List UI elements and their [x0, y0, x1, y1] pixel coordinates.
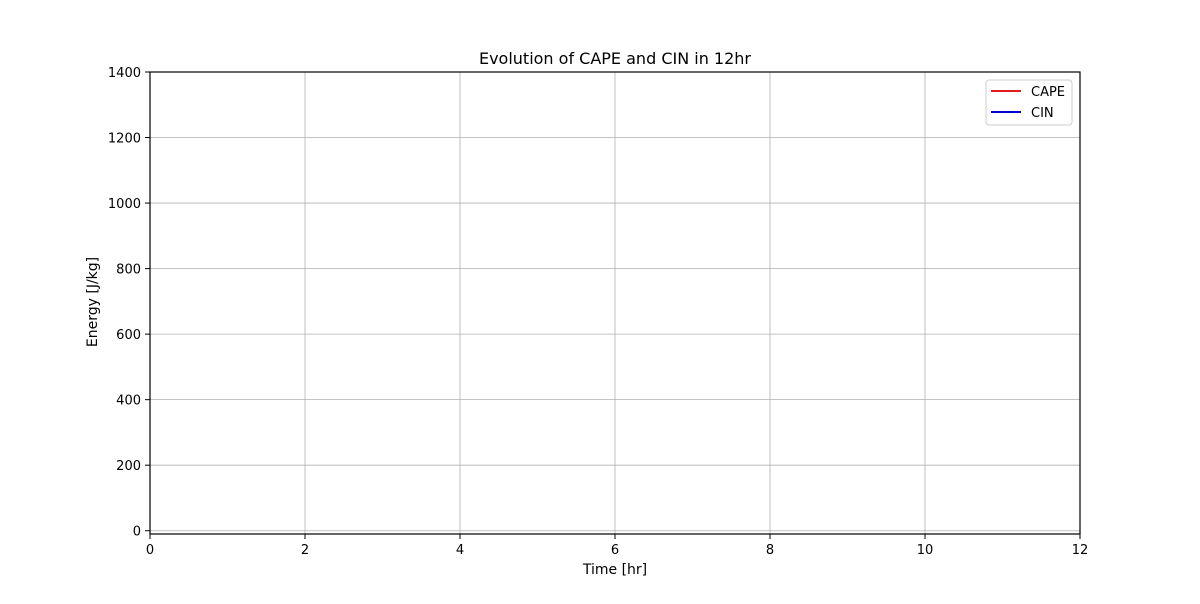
y-tick-label: 1000: [108, 197, 141, 212]
y-tick-label: 1400: [108, 66, 141, 81]
y-axis-label: Energy [J/kg]: [85, 257, 101, 347]
x-tick-label: 4: [456, 543, 464, 558]
y-tick-label: 0: [133, 525, 141, 540]
grid-layer: [149, 71, 1081, 534]
x-tick-label: 2: [301, 543, 309, 558]
x-tick-label: 10: [917, 543, 934, 558]
legend-items: CAPE CIN: [991, 85, 1065, 121]
legend: CAPE CIN: [985, 79, 1073, 126]
x-tick-label: 0: [146, 543, 154, 558]
x-tick-label: 6: [611, 543, 619, 558]
legend-label-cape: CAPE: [1031, 85, 1065, 100]
x-tick-label: 8: [766, 543, 774, 558]
y-tick-label: 400: [116, 394, 141, 409]
y-tick-label: 800: [116, 263, 141, 278]
x-axis-label: Time [hr]: [582, 562, 647, 578]
y-tick-label: 600: [116, 328, 141, 343]
y-tick-label: 1200: [108, 132, 141, 147]
legend-label-cin: CIN: [1031, 106, 1054, 121]
x-tick-label: 12: [1072, 543, 1089, 558]
chart-title: Evolution of CAPE and CIN in 12hr: [479, 49, 751, 68]
y-tick-label: 200: [116, 459, 141, 474]
ticks-layer: 0 2 4 6 8 10 12 0 200 400 600 800 1000 1200 1400: [108, 66, 1088, 558]
